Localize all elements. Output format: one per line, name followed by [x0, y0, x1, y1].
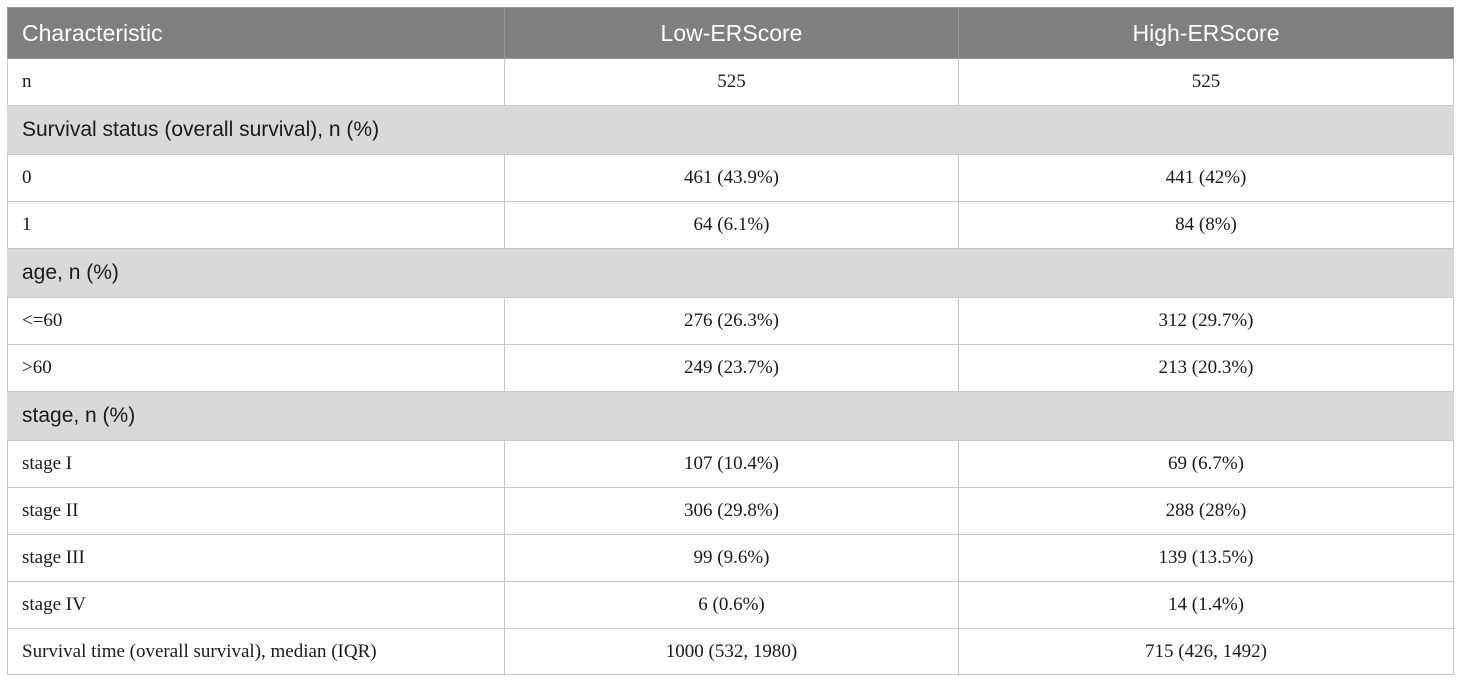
table-row: <=60 276 (26.3%) 312 (29.7%)	[7, 297, 1454, 345]
row-label: Survival time (overall survival), median…	[7, 628, 505, 675]
section-label: age, n (%)	[7, 248, 1454, 298]
low-erscore-value: 525	[504, 58, 959, 106]
table-row: >60 249 (23.7%) 213 (20.3%)	[7, 344, 1454, 392]
row-label: >60	[7, 344, 505, 392]
row-label: 0	[7, 154, 505, 202]
table-row: stage IV 6 (0.6%) 14 (1.4%)	[7, 581, 1454, 629]
high-erscore-value: 441 (42%)	[958, 154, 1454, 202]
high-erscore-value: 213 (20.3%)	[958, 344, 1454, 392]
row-label: stage II	[7, 487, 505, 535]
table-header: Characteristic Low-ERScore High-ERScore	[7, 7, 1454, 59]
section-label: stage, n (%)	[7, 391, 1454, 441]
low-erscore-value: 461 (43.9%)	[504, 154, 959, 202]
high-erscore-value: 288 (28%)	[958, 487, 1454, 535]
section-row-age: age, n (%)	[7, 248, 1454, 298]
header-low-erscore: Low-ERScore	[504, 7, 959, 59]
header-characteristic: Characteristic	[7, 7, 505, 59]
low-erscore-value: 1000 (532, 1980)	[504, 628, 959, 675]
low-erscore-value: 249 (23.7%)	[504, 344, 959, 392]
low-erscore-value: 64 (6.1%)	[504, 201, 959, 249]
table-body: n 525 525 Survival status (overall survi…	[7, 58, 1454, 675]
row-label: stage III	[7, 534, 505, 582]
characteristics-table-container: Characteristic Low-ERScore High-ERScore …	[7, 7, 1454, 675]
table-row: 0 461 (43.9%) 441 (42%)	[7, 154, 1454, 202]
row-label: 1	[7, 201, 505, 249]
section-label: Survival status (overall survival), n (%…	[7, 105, 1454, 155]
header-high-erscore: High-ERScore	[958, 7, 1454, 59]
row-label: <=60	[7, 297, 505, 345]
high-erscore-value: 69 (6.7%)	[958, 440, 1454, 488]
high-erscore-value: 14 (1.4%)	[958, 581, 1454, 629]
section-row-survival-status: Survival status (overall survival), n (%…	[7, 105, 1454, 155]
table-row: stage II 306 (29.8%) 288 (28%)	[7, 487, 1454, 535]
high-erscore-value: 525	[958, 58, 1454, 106]
table-row: Survival time (overall survival), median…	[7, 628, 1454, 675]
low-erscore-value: 99 (9.6%)	[504, 534, 959, 582]
table-row: stage III 99 (9.6%) 139 (13.5%)	[7, 534, 1454, 582]
row-label: n	[7, 58, 505, 106]
low-erscore-value: 107 (10.4%)	[504, 440, 959, 488]
high-erscore-value: 84 (8%)	[958, 201, 1454, 249]
table-row: 1 64 (6.1%) 84 (8%)	[7, 201, 1454, 249]
high-erscore-value: 139 (13.5%)	[958, 534, 1454, 582]
high-erscore-value: 715 (426, 1492)	[958, 628, 1454, 675]
high-erscore-value: 312 (29.7%)	[958, 297, 1454, 345]
characteristics-table: Characteristic Low-ERScore High-ERScore …	[7, 7, 1454, 675]
low-erscore-value: 276 (26.3%)	[504, 297, 959, 345]
table-row: stage I 107 (10.4%) 69 (6.7%)	[7, 440, 1454, 488]
header-row: Characteristic Low-ERScore High-ERScore	[7, 7, 1454, 59]
row-label: stage I	[7, 440, 505, 488]
low-erscore-value: 6 (0.6%)	[504, 581, 959, 629]
row-label: stage IV	[7, 581, 505, 629]
low-erscore-value: 306 (29.8%)	[504, 487, 959, 535]
section-row-stage: stage, n (%)	[7, 391, 1454, 441]
table-row: n 525 525	[7, 58, 1454, 106]
